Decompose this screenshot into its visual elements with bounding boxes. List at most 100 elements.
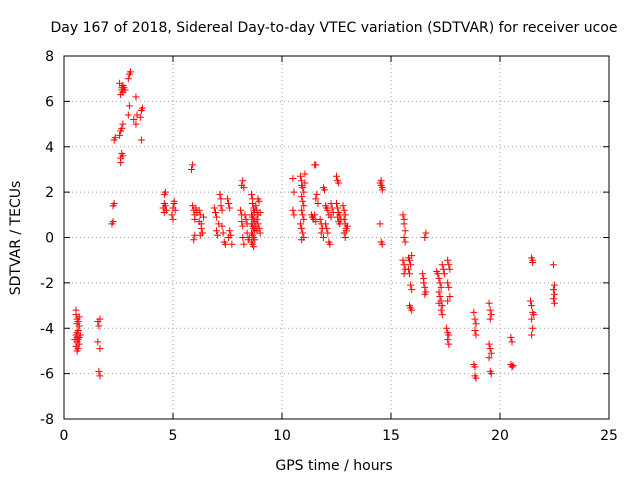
data-point-marker <box>289 206 297 214</box>
data-point-marker <box>121 86 129 94</box>
data-point-marker <box>443 324 451 332</box>
data-point-marker <box>171 206 179 214</box>
data-point-marker <box>125 102 133 110</box>
data-point-marker <box>253 227 261 235</box>
data-point-marker <box>96 345 104 353</box>
data-point-marker <box>486 306 494 314</box>
data-point-marker <box>436 279 444 287</box>
data-point-marker <box>445 331 453 339</box>
data-point-marker <box>485 354 493 362</box>
data-point-marker <box>75 313 83 321</box>
data-point-marker <box>485 299 493 307</box>
data-point-marker <box>528 331 536 339</box>
data-point-marker <box>96 315 104 323</box>
data-point-marker <box>445 340 453 348</box>
data-point-marker <box>160 209 168 217</box>
data-point-marker <box>421 234 429 241</box>
data-point-marker <box>161 188 169 196</box>
data-point-marker <box>399 256 407 264</box>
data-point-marker <box>335 179 343 187</box>
data-point-marker <box>254 195 262 203</box>
data-point-marker <box>435 288 443 296</box>
data-point-marker <box>407 281 415 289</box>
data-point-marker <box>159 204 167 212</box>
data-point-marker <box>378 186 386 194</box>
data-point-marker <box>444 336 452 344</box>
data-point-marker <box>400 261 408 269</box>
data-point-marker <box>301 179 309 187</box>
plot-frame <box>63 55 610 420</box>
data-point-marker <box>551 281 558 289</box>
data-point-marker <box>301 170 309 178</box>
data-point-marker <box>196 231 204 239</box>
data-point-marker <box>435 274 443 282</box>
x-tick-label: 15 <box>382 428 400 444</box>
data-point-marker <box>126 68 134 76</box>
data-point-marker <box>400 234 408 241</box>
data-point-marker <box>110 199 118 207</box>
data-point-marker <box>75 322 83 330</box>
data-point-marker <box>406 270 414 278</box>
data-point-marker <box>290 188 298 196</box>
data-point-marker <box>297 220 305 228</box>
data-point-marker <box>253 215 261 223</box>
data-point-marker <box>420 279 428 287</box>
data-point-marker <box>168 211 176 219</box>
data-point-marker <box>224 195 231 203</box>
data-point-marker <box>225 199 233 207</box>
data-point-marker <box>324 229 332 237</box>
data-point-marker <box>74 345 82 353</box>
data-point-marker <box>299 211 307 219</box>
data-point-marker <box>111 134 119 142</box>
data-point-marker <box>228 240 236 248</box>
data-point-marker <box>408 252 416 260</box>
data-point-marker <box>487 349 495 357</box>
data-point-marker <box>299 197 307 205</box>
data-point-marker <box>436 292 444 300</box>
data-point-marker <box>471 327 479 335</box>
data-point-marker <box>219 229 227 237</box>
data-point-marker <box>508 363 516 371</box>
data-point-marker <box>528 315 536 323</box>
data-point-marker <box>527 297 535 305</box>
data-point-marker <box>74 327 82 335</box>
data-point-marker <box>250 243 258 251</box>
x-tick-label: 10 <box>273 428 291 444</box>
x-axis-label: GPS time / hours <box>275 458 392 474</box>
data-point-marker <box>212 209 220 217</box>
data-points <box>71 68 558 382</box>
data-point-marker <box>319 234 327 241</box>
data-point-marker <box>408 286 416 294</box>
data-point-marker <box>324 206 332 214</box>
data-point-marker <box>528 302 536 310</box>
data-point-marker <box>472 331 480 339</box>
data-point-marker <box>240 184 248 192</box>
data-point-marker <box>210 204 218 212</box>
data-point-marker <box>298 193 306 201</box>
data-point-marker <box>486 315 494 323</box>
data-point-marker <box>341 234 349 241</box>
data-point-marker <box>445 283 453 291</box>
y-tick-label: 0 <box>45 231 54 247</box>
y-tick-label: 2 <box>45 185 54 201</box>
data-point-marker <box>188 165 196 173</box>
x-tick-label: 20 <box>491 428 509 444</box>
data-point-marker <box>446 292 454 300</box>
data-point-marker <box>241 211 249 219</box>
data-point-marker <box>190 236 198 244</box>
data-point-marker <box>507 333 515 341</box>
data-point-marker <box>216 190 224 198</box>
data-point-marker <box>551 290 558 298</box>
data-point-marker <box>298 206 306 214</box>
data-point-marker <box>124 75 132 83</box>
data-point-marker <box>95 367 103 375</box>
data-point-marker <box>341 211 349 219</box>
data-point-marker <box>169 215 177 223</box>
data-point-marker <box>311 211 319 219</box>
data-point-marker <box>445 261 453 269</box>
x-tick-label: 0 <box>60 428 69 444</box>
data-point-marker <box>289 175 297 183</box>
data-point-marker <box>340 206 348 214</box>
data-point-marker <box>218 222 226 230</box>
